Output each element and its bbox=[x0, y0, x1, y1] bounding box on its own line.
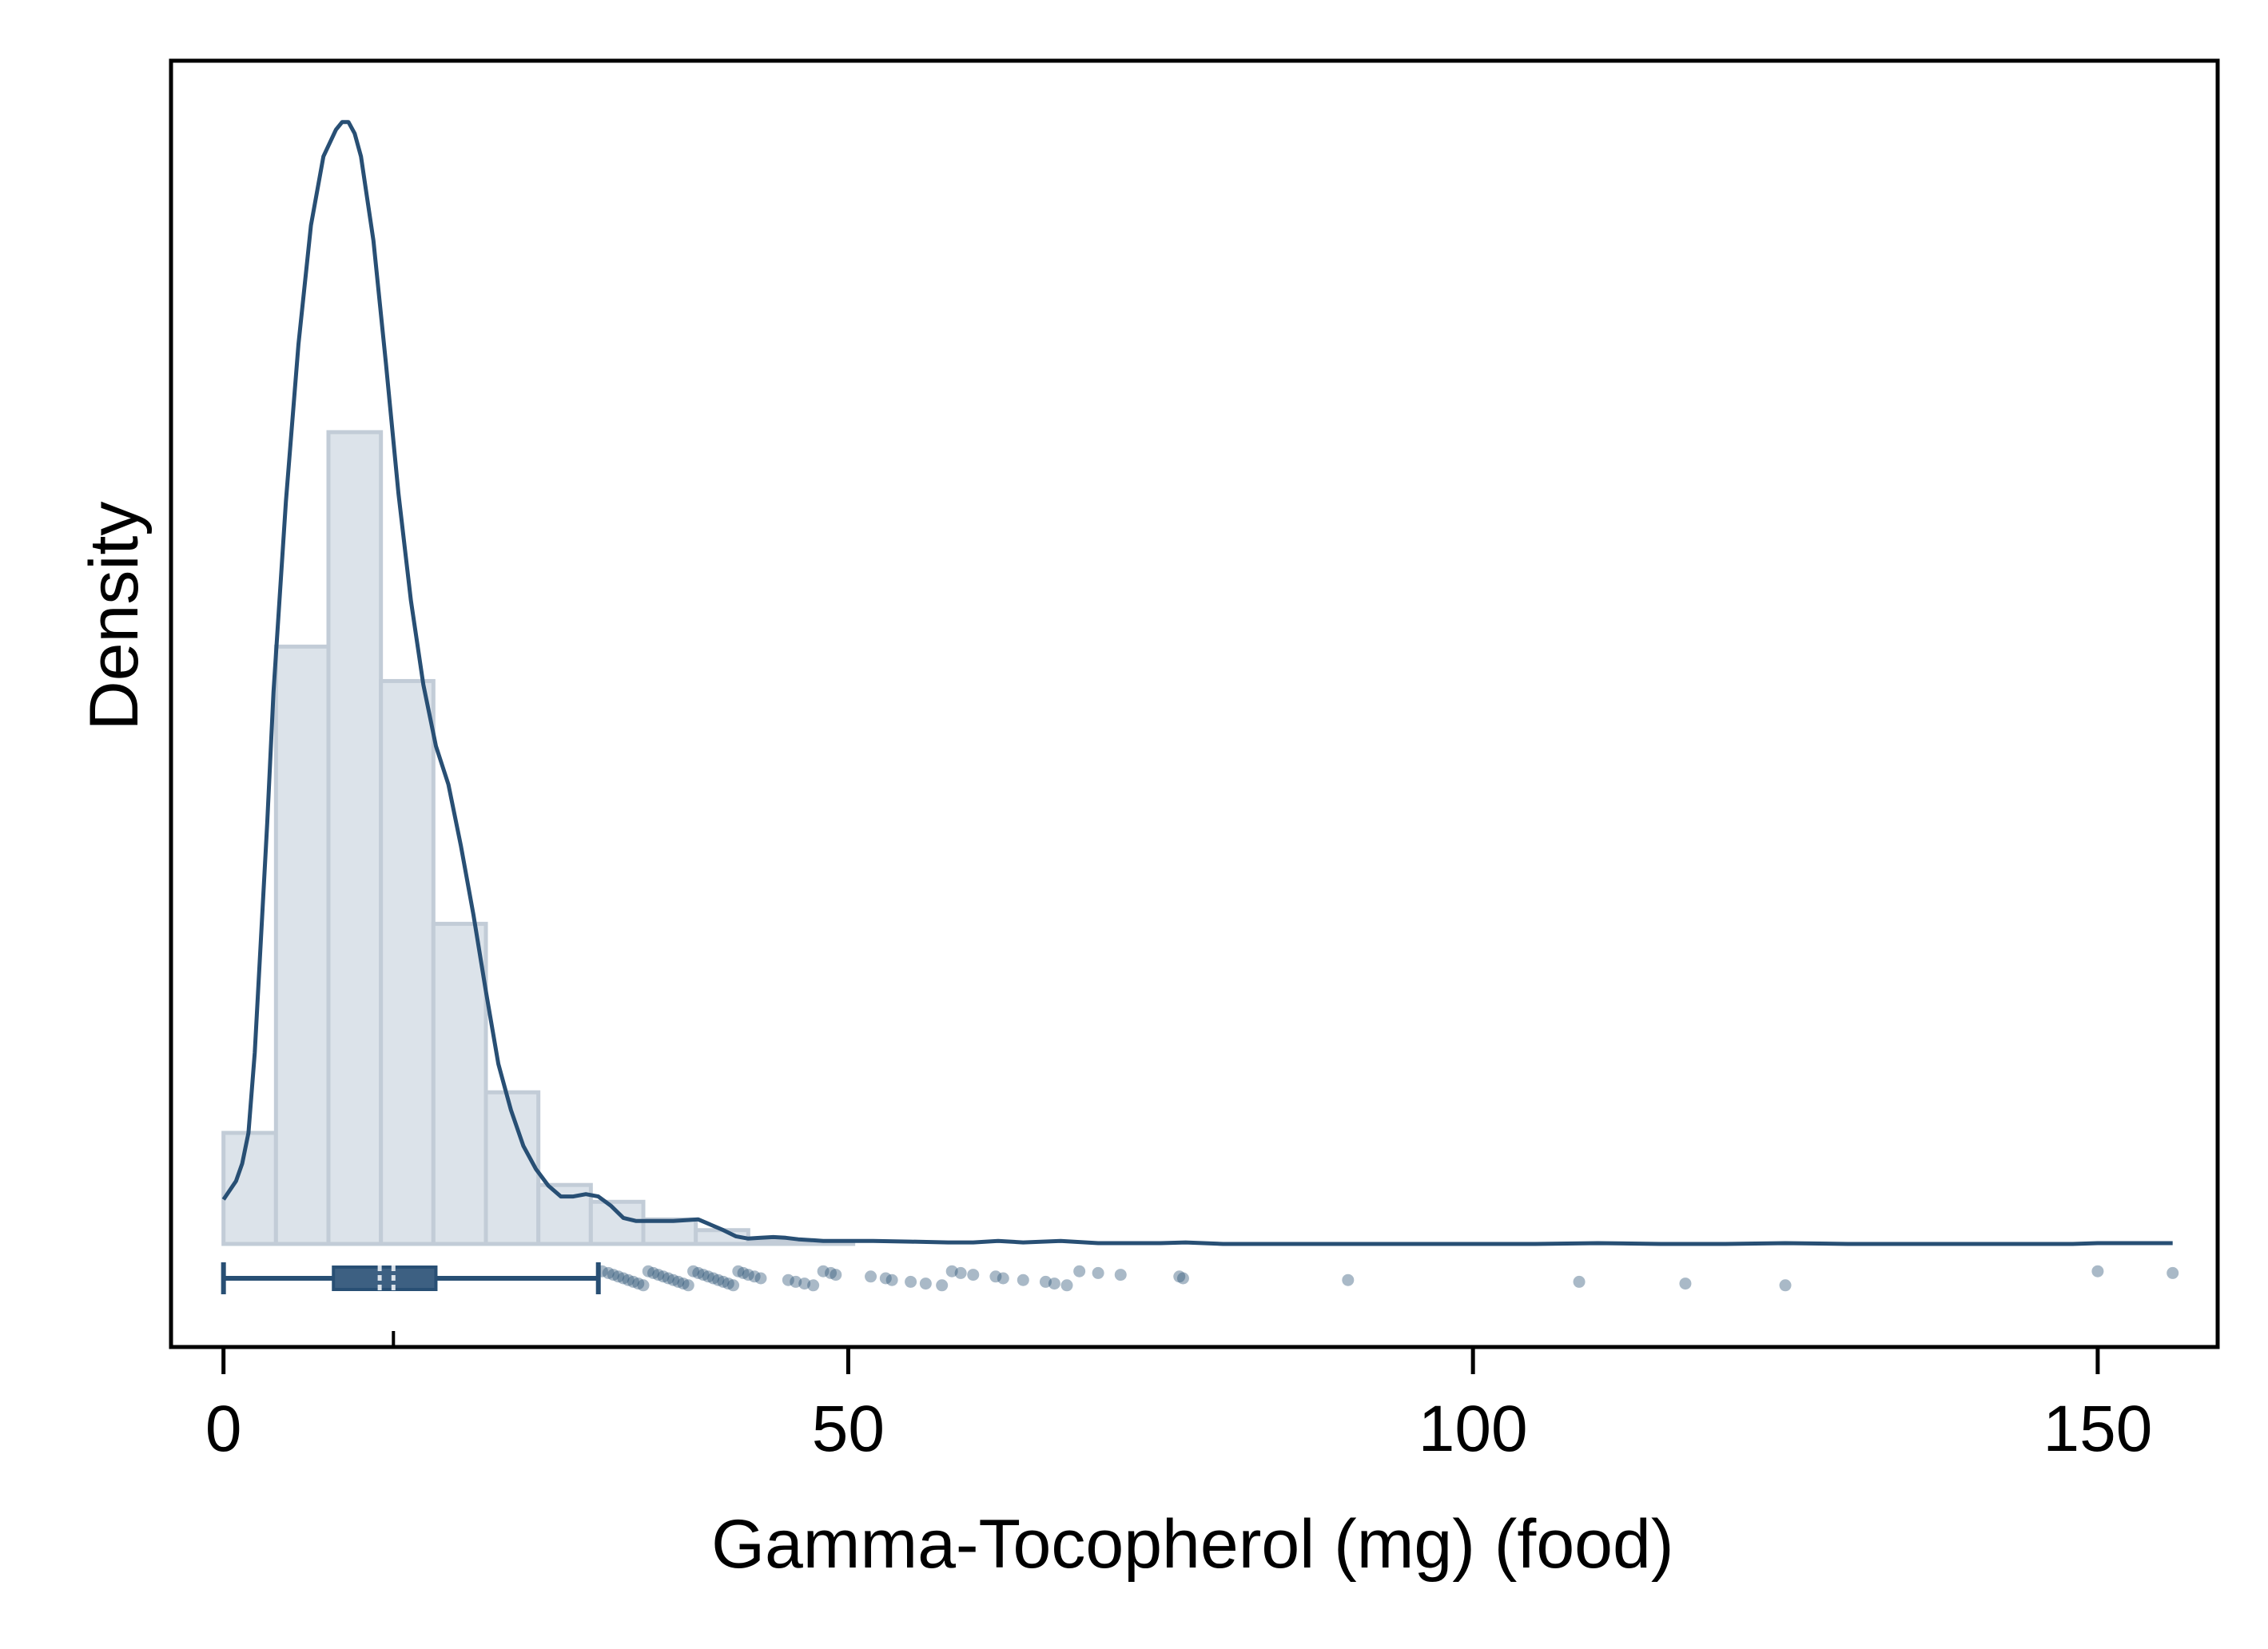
outlier-point bbox=[967, 1269, 980, 1281]
outlier-point bbox=[989, 1270, 1002, 1283]
outlier-point bbox=[667, 1274, 680, 1286]
outlier-point bbox=[798, 1277, 811, 1290]
histogram-bar-3 bbox=[326, 430, 384, 1246]
x-tick-label: 150 bbox=[2043, 1393, 2152, 1465]
outlier-point bbox=[825, 1266, 838, 1279]
outlier-point bbox=[602, 1266, 615, 1279]
outlier-point bbox=[617, 1272, 630, 1285]
outlier-point bbox=[997, 1272, 1009, 1285]
outlier-point bbox=[1092, 1266, 1104, 1279]
outlier-point bbox=[817, 1265, 830, 1277]
outlier-point bbox=[1342, 1274, 1355, 1286]
outlier-point bbox=[2091, 1265, 2104, 1277]
outlier-point bbox=[737, 1266, 750, 1279]
outlier-point bbox=[782, 1274, 794, 1286]
outlier-point bbox=[885, 1274, 898, 1286]
outlier-point bbox=[622, 1274, 635, 1286]
outlier-point bbox=[1173, 1270, 1186, 1283]
outlier-point bbox=[1073, 1265, 1086, 1277]
outlier-point bbox=[722, 1277, 734, 1290]
outlier-point bbox=[830, 1269, 842, 1281]
outlier-point bbox=[742, 1269, 754, 1281]
outlier-point bbox=[1060, 1279, 1073, 1292]
boxplot-box bbox=[332, 1266, 438, 1291]
boxplot-layer bbox=[221, 1262, 601, 1294]
outlier-point bbox=[807, 1279, 820, 1292]
outlier-point bbox=[748, 1270, 761, 1283]
outlier-point bbox=[919, 1277, 932, 1290]
outlier-point bbox=[1017, 1274, 1029, 1286]
histogram-bar-2 bbox=[273, 644, 331, 1246]
outlier-point bbox=[612, 1270, 625, 1283]
x-axis-title: Gamma-Tocopherol (mg) (food) bbox=[711, 1506, 1673, 1583]
outlier-point bbox=[652, 1269, 665, 1281]
histogram-bar-8 bbox=[588, 1199, 646, 1246]
outlier-point bbox=[637, 1279, 650, 1292]
outlier-point bbox=[712, 1274, 725, 1286]
outlier-point bbox=[905, 1275, 917, 1288]
histogram-bar-9 bbox=[641, 1217, 698, 1246]
outlier-point bbox=[732, 1265, 745, 1277]
outlier-point bbox=[1779, 1279, 1792, 1292]
outlier-point bbox=[1048, 1277, 1060, 1290]
outlier-point bbox=[692, 1266, 705, 1279]
outlier-point bbox=[2167, 1266, 2179, 1279]
outlier-points bbox=[595, 1265, 2179, 1292]
histogram-bar-4 bbox=[379, 678, 436, 1246]
histogram-bar-6 bbox=[483, 1090, 541, 1246]
outlier-point bbox=[697, 1269, 710, 1281]
outlier-point bbox=[642, 1265, 655, 1277]
outlier-point bbox=[1114, 1269, 1127, 1281]
outlier-point bbox=[687, 1265, 700, 1277]
plot-frame bbox=[169, 58, 2220, 1349]
outlier-point bbox=[1679, 1277, 1692, 1290]
x-axis: 0 50 100 150 bbox=[205, 1331, 2152, 1465]
density-curve bbox=[221, 120, 2173, 1246]
outlier-point bbox=[707, 1272, 720, 1285]
outlier-point bbox=[647, 1266, 660, 1279]
outlier-point bbox=[1176, 1272, 1189, 1285]
outlier-point bbox=[936, 1279, 949, 1292]
outlier-point bbox=[1573, 1275, 1586, 1288]
histogram-bar-5 bbox=[431, 921, 488, 1246]
density-curve-layer bbox=[221, 120, 2173, 1246]
outlier-point bbox=[632, 1277, 645, 1290]
x-tick-label: 100 bbox=[1418, 1393, 1528, 1465]
outlier-point bbox=[865, 1270, 877, 1283]
x-tick-label: 0 bbox=[205, 1393, 242, 1465]
outlier-point bbox=[717, 1275, 730, 1288]
outlier-point bbox=[754, 1272, 767, 1285]
outlier-point bbox=[727, 1279, 740, 1292]
outlier-point bbox=[657, 1270, 670, 1283]
histogram-bar-11 bbox=[746, 1238, 803, 1246]
outlier-point bbox=[627, 1275, 639, 1288]
x-tick-label: 50 bbox=[812, 1393, 885, 1465]
y-axis-title: Density bbox=[76, 502, 153, 731]
outlier-point bbox=[702, 1270, 714, 1283]
outlier-point bbox=[662, 1272, 674, 1285]
outlier-point bbox=[945, 1265, 958, 1277]
histogram-bars bbox=[221, 430, 856, 1246]
outlier-point bbox=[682, 1279, 694, 1292]
outlier-point bbox=[790, 1275, 802, 1288]
outlier-point bbox=[607, 1269, 619, 1281]
outlier-point bbox=[677, 1277, 690, 1290]
outlier-point bbox=[1039, 1275, 1052, 1288]
outlier-point bbox=[595, 1265, 608, 1277]
outlier-point bbox=[879, 1272, 892, 1285]
outlier-point bbox=[672, 1275, 685, 1288]
outlier-point bbox=[954, 1266, 967, 1279]
